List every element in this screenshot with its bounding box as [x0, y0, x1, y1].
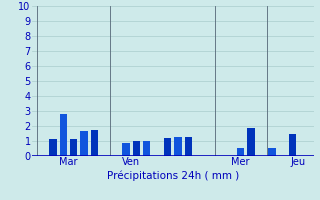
Bar — [70, 139, 77, 156]
Bar — [268, 148, 276, 156]
Bar — [49, 139, 57, 156]
Bar — [81, 131, 88, 156]
Bar — [164, 138, 171, 156]
Bar — [60, 114, 67, 156]
Bar — [122, 143, 130, 156]
X-axis label: Précipitations 24h ( mm ): Précipitations 24h ( mm ) — [107, 170, 239, 181]
Bar — [143, 141, 150, 156]
Bar — [185, 137, 192, 156]
Bar — [289, 134, 296, 156]
Bar — [174, 137, 182, 156]
Bar — [247, 128, 255, 156]
Bar — [237, 148, 244, 156]
Bar — [133, 141, 140, 156]
Bar — [91, 130, 98, 156]
